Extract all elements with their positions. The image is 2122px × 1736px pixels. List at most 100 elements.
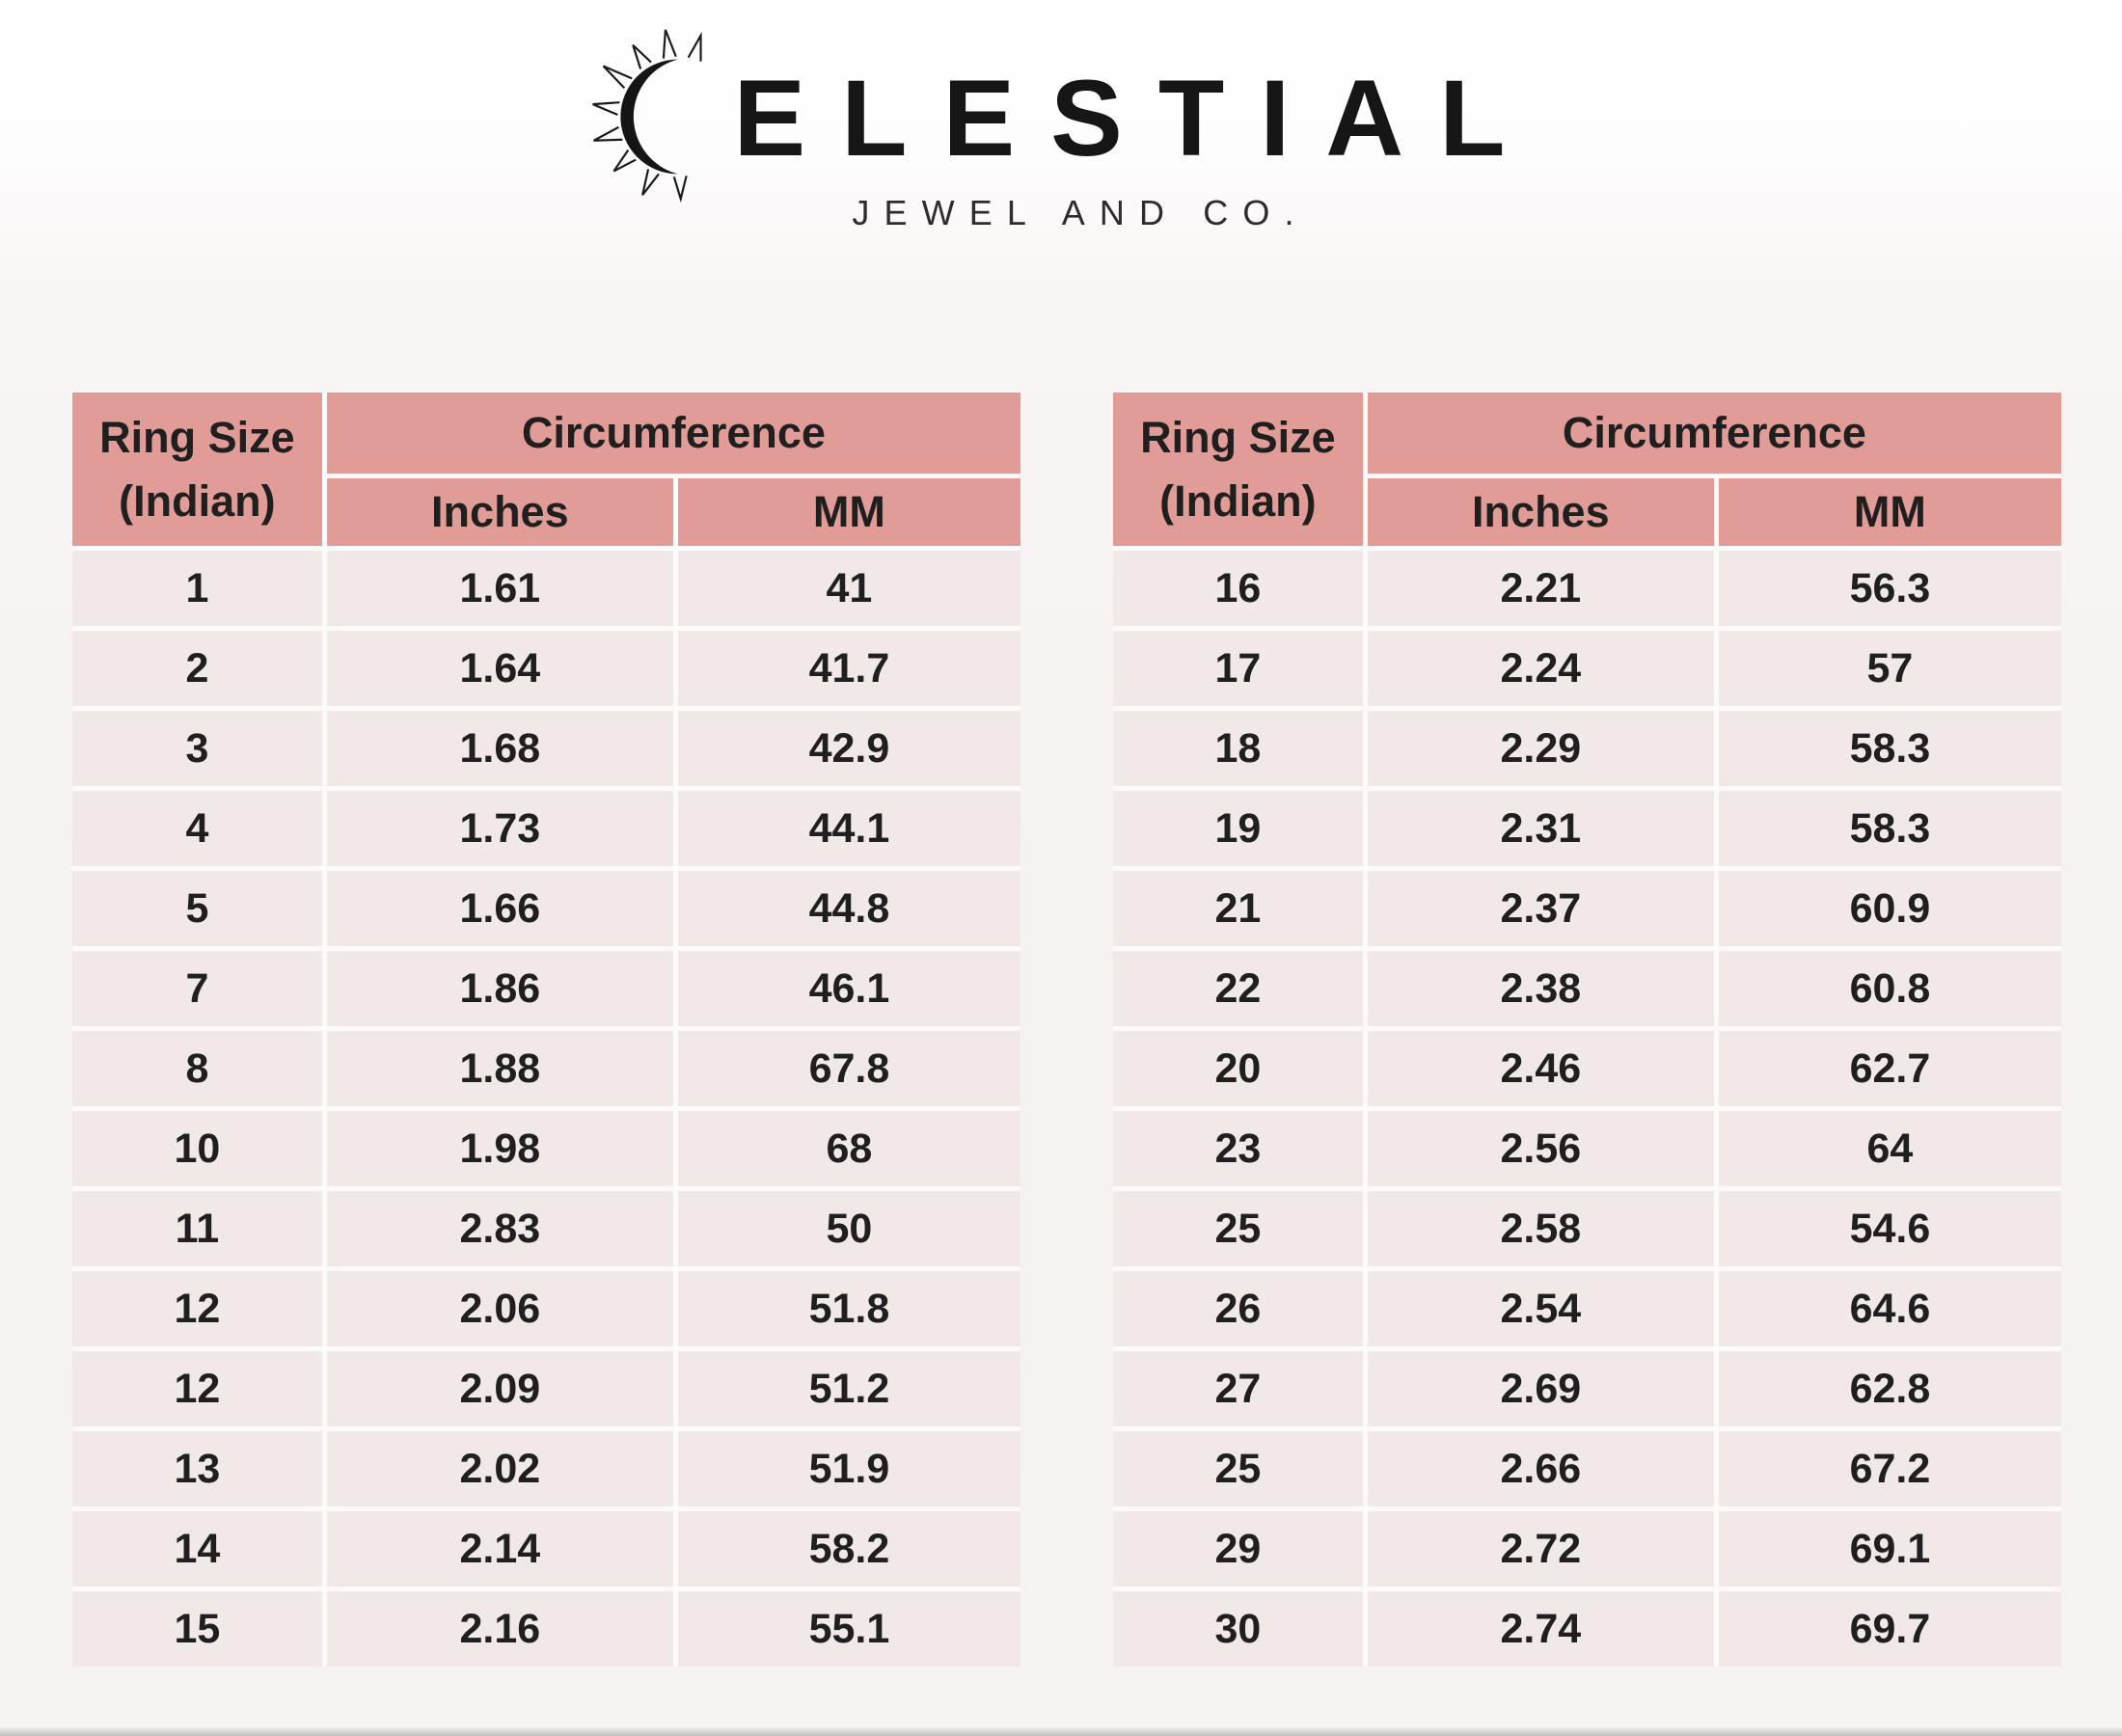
bottom-edge-shadow <box>0 1726 2122 1736</box>
table-cell-size: 25 <box>1113 1191 1363 1266</box>
table-cell-size: 17 <box>1113 631 1363 706</box>
table-cell-size: 19 <box>1113 791 1363 866</box>
header-mm: MM <box>677 478 1020 546</box>
table-cell-inches: 2.02 <box>326 1431 673 1506</box>
table-cell-size: 27 <box>1113 1351 1363 1426</box>
brand-logo: ELESTIAL JEWEL AND CO. <box>0 27 2122 232</box>
table-cell-size: 18 <box>1113 711 1363 786</box>
table-cell-inches: 1.73 <box>326 791 673 866</box>
table-cell-mm: 67.2 <box>1718 1431 2061 1506</box>
table-cell-mm: 58.3 <box>1718 791 2061 866</box>
table-cell-inches: 2.16 <box>326 1591 673 1667</box>
table-cell-mm: 68 <box>677 1111 1020 1186</box>
table-cell-inches: 2.31 <box>1367 791 1714 866</box>
header-inches: Inches <box>1367 478 1714 546</box>
header-ring-size-line1: Ring Size <box>99 413 295 463</box>
table-cell-inches: 2.66 <box>1367 1431 1714 1506</box>
table-cell-inches: 2.72 <box>1367 1511 1714 1587</box>
table-cell-mm: 50 <box>677 1191 1020 1266</box>
header-ring-size-line2: (Indian) <box>119 475 276 526</box>
table-cell-size: 5 <box>72 871 322 946</box>
table-cell-inches: 1.98 <box>326 1111 673 1186</box>
table-cell-size: 1 <box>72 551 322 626</box>
table-cell-inches: 2.83 <box>326 1191 673 1266</box>
table-cell-inches: 2.24 <box>1367 631 1714 706</box>
table-cell-size: 21 <box>1113 871 1363 946</box>
table-cell-inches: 1.88 <box>326 1031 673 1106</box>
table-cell-mm: 54.6 <box>1718 1191 2061 1266</box>
table-cell-size: 26 <box>1113 1271 1363 1346</box>
header-mm: MM <box>1718 478 2061 546</box>
header-circumference: Circumference <box>1367 393 2061 474</box>
table-cell-mm: 44.8 <box>677 871 1020 946</box>
table-cell-size: 10 <box>72 1111 322 1186</box>
brand-tagline: JEWEL AND CO. <box>852 193 1309 232</box>
table-cell-mm: 41 <box>677 551 1020 626</box>
table-cell-mm: 44.1 <box>677 791 1020 866</box>
table-cell-mm: 69.7 <box>1718 1591 2061 1667</box>
table-cell-inches: 2.21 <box>1367 551 1714 626</box>
ring-size-table-right: Ring Size (Indian) Circumference Inches … <box>1113 393 2061 1667</box>
table-cell-size: 7 <box>72 951 322 1026</box>
table-cell-size: 14 <box>72 1511 322 1587</box>
table-cell-size: 22 <box>1113 951 1363 1026</box>
table-cell-mm: 51.2 <box>677 1351 1020 1426</box>
table-cell-mm: 51.9 <box>677 1431 1020 1506</box>
table-cell-mm: 62.7 <box>1718 1031 2061 1106</box>
brand-row: ELESTIAL <box>0 27 2122 210</box>
table-cell-inches: 2.46 <box>1367 1031 1714 1106</box>
table-cell-size: 2 <box>72 631 322 706</box>
table-cell-mm: 62.8 <box>1718 1351 2061 1426</box>
table-cell-inches: 2.56 <box>1367 1111 1714 1186</box>
table-cell-size: 16 <box>1113 551 1363 626</box>
table-cell-mm: 64.6 <box>1718 1271 2061 1346</box>
table-cell-size: 20 <box>1113 1031 1363 1106</box>
table-cell-inches: 1.64 <box>326 631 673 706</box>
table-cell-inches: 1.86 <box>326 951 673 1026</box>
table-cell-size: 8 <box>72 1031 322 1106</box>
table-cell-mm: 42.9 <box>677 711 1020 786</box>
table-cell-size: 12 <box>72 1351 322 1426</box>
header-ring-size: Ring Size (Indian) <box>72 393 322 546</box>
table-cell-inches: 1.68 <box>326 711 673 786</box>
table-cell-mm: 58.2 <box>677 1511 1020 1587</box>
table-cell-inches: 2.09 <box>326 1351 673 1426</box>
table-cell-inches: 2.58 <box>1367 1191 1714 1266</box>
header-ring-size: Ring Size (Indian) <box>1113 393 1363 546</box>
header-inches: Inches <box>326 478 673 546</box>
table-cell-inches: 1.61 <box>326 551 673 626</box>
table-cell-inches: 1.66 <box>326 871 673 946</box>
table-cell-inches: 2.54 <box>1367 1271 1714 1346</box>
table-cell-size: 13 <box>72 1431 322 1506</box>
table-cell-inches: 2.69 <box>1367 1351 1714 1426</box>
table-cell-mm: 64 <box>1718 1111 2061 1186</box>
table-cell-size: 29 <box>1113 1511 1363 1587</box>
table-cell-size: 15 <box>72 1591 322 1667</box>
table-cell-mm: 55.1 <box>677 1591 1020 1667</box>
table-cell-size: 4 <box>72 791 322 866</box>
table-cell-mm: 69.1 <box>1718 1511 2061 1587</box>
table-cell-inches: 2.14 <box>326 1511 673 1587</box>
brand-name: ELESTIAL <box>733 58 1541 178</box>
table-cell-mm: 41.7 <box>677 631 1020 706</box>
table-cell-inches: 2.29 <box>1367 711 1714 786</box>
table-cell-mm: 57 <box>1718 631 2061 706</box>
table-cell-mm: 56.3 <box>1718 551 2061 626</box>
table-cell-size: 3 <box>72 711 322 786</box>
table-cell-size: 30 <box>1113 1591 1363 1667</box>
table-cell-size: 11 <box>72 1191 322 1266</box>
table-cell-size: 23 <box>1113 1111 1363 1186</box>
table-cell-mm: 67.8 <box>677 1031 1020 1106</box>
table-cell-inches: 2.06 <box>326 1271 673 1346</box>
ring-size-table-left: Ring Size (Indian) Circumference Inches … <box>72 393 1020 1667</box>
header-ring-size-line1: Ring Size <box>1140 413 1336 463</box>
size-tables: Ring Size (Indian) Circumference Inches … <box>72 393 2061 1667</box>
table-cell-mm: 51.8 <box>677 1271 1020 1346</box>
table-cell-size: 12 <box>72 1271 322 1346</box>
header-circumference: Circumference <box>326 393 1020 474</box>
table-cell-mm: 60.8 <box>1718 951 2061 1026</box>
table-cell-mm: 46.1 <box>677 951 1020 1026</box>
table-cell-size: 25 <box>1113 1431 1363 1506</box>
table-cell-mm: 60.9 <box>1718 871 2061 946</box>
table-cell-inches: 2.37 <box>1367 871 1714 946</box>
